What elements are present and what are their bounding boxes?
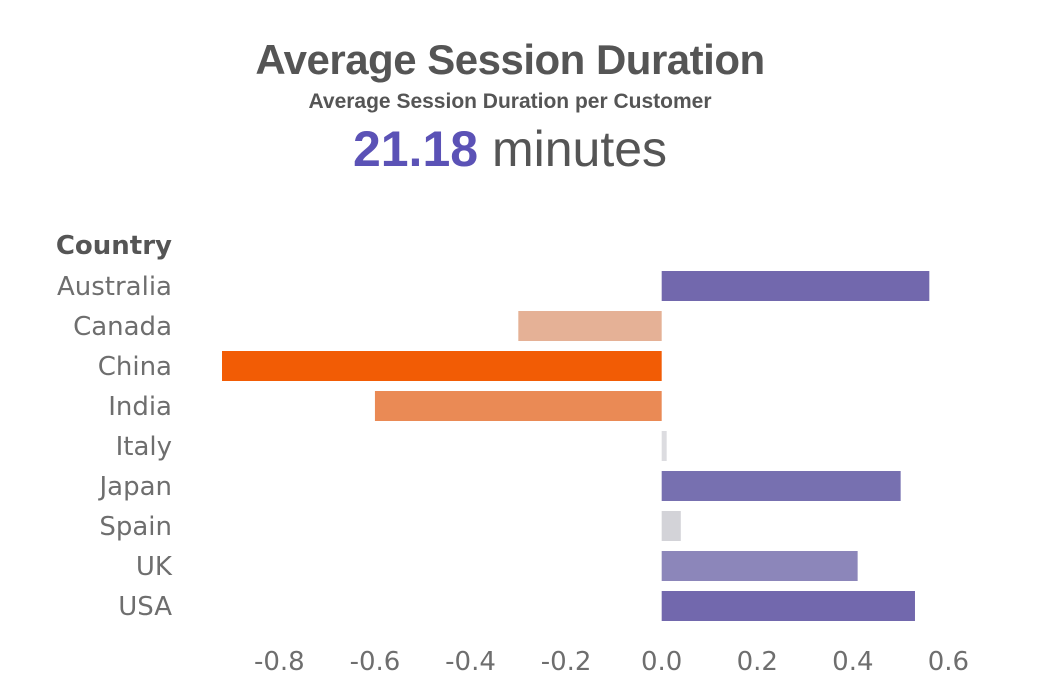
x-axis-ticks: -0.8 -0.6 -0.4 -0.2 0.0 0.2 0.4 0.6 bbox=[254, 647, 969, 677]
category-label: China bbox=[98, 352, 172, 382]
x-tick-label: -0.4 bbox=[445, 647, 496, 677]
chart-subtitle: Average Session Duration per Customer bbox=[308, 90, 712, 113]
x-tick-label: -0.6 bbox=[350, 647, 401, 677]
category-label: India bbox=[108, 392, 172, 422]
bars bbox=[222, 271, 930, 621]
x-tick-label: -0.8 bbox=[254, 647, 305, 677]
category-label: UK bbox=[136, 552, 173, 582]
bar-italy[interactable] bbox=[661, 431, 667, 461]
category-label: Spain bbox=[99, 512, 172, 542]
x-tick-label: 0.2 bbox=[737, 647, 778, 677]
bar-usa[interactable] bbox=[661, 591, 915, 621]
x-tick-label: 0.6 bbox=[928, 647, 969, 677]
category-label: Australia bbox=[57, 272, 172, 302]
x-tick-label: 0.0 bbox=[641, 647, 682, 677]
category-labels: Australia Canada China India Italy Japan Spain… bbox=[57, 272, 173, 622]
category-label: Canada bbox=[73, 312, 172, 342]
x-tick-label: -0.2 bbox=[541, 647, 592, 677]
kpi-readout: 21.18 minutes bbox=[0, 120, 1020, 178]
category-label: USA bbox=[118, 592, 172, 622]
category-label: Italy bbox=[116, 432, 172, 462]
bar-spain[interactable] bbox=[661, 511, 681, 541]
kpi-unit: minutes bbox=[491, 121, 668, 177]
bar-uk[interactable] bbox=[661, 551, 858, 581]
chart-title: Average Session Duration bbox=[255, 36, 765, 83]
x-tick-label: 0.4 bbox=[832, 647, 873, 677]
bar-india[interactable] bbox=[374, 391, 662, 421]
category-label: Japan bbox=[97, 472, 172, 502]
bar-canada[interactable] bbox=[518, 311, 662, 341]
dimension-label: Country bbox=[56, 231, 172, 261]
kpi-value: 21.18 bbox=[352, 121, 479, 177]
bar-japan[interactable] bbox=[661, 471, 901, 501]
bar-australia[interactable] bbox=[661, 271, 930, 301]
bar-china[interactable] bbox=[222, 351, 662, 381]
